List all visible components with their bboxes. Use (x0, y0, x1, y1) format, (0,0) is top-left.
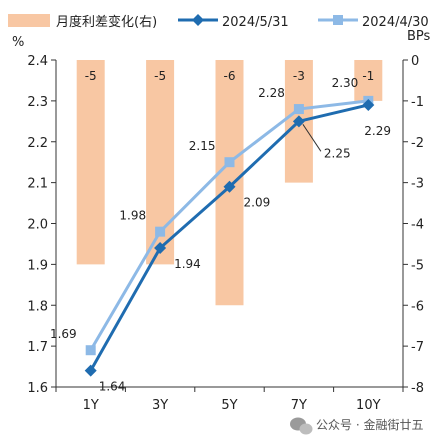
x-tick-label-5Y: 5Y (221, 398, 237, 413)
axes: 1.61.71.81.92.02.12.22.32.4-8-7-6-5-4-3-… (27, 54, 424, 413)
bar-1Y (76, 60, 105, 265)
right-tick-label: -1 (411, 95, 424, 110)
left-tick-label: 2.1 (27, 177, 48, 192)
legend-bar-swatch (8, 14, 50, 27)
series-2-label: 2.15 (189, 139, 216, 153)
series-2-label: 2.30 (332, 76, 359, 90)
series-1-label: 2.29 (364, 124, 391, 138)
bar-label-5Y: -6 (224, 69, 236, 83)
bar-label-7Y: -3 (293, 69, 305, 83)
left-tick-label: 2.2 (27, 136, 48, 151)
series-point (292, 115, 305, 128)
left-tick-label: 1.8 (27, 299, 48, 314)
wechat-icon (290, 417, 313, 435)
bar-label-3Y: -5 (154, 69, 166, 83)
series-point (155, 226, 166, 237)
series-point (84, 364, 97, 377)
left-tick-label: 2.4 (27, 54, 48, 69)
left-tick-label: 1.7 (27, 340, 48, 355)
x-tick-label-10Y: 10Y (356, 398, 381, 413)
series-1-label: 1.64 (99, 380, 126, 394)
right-tick-label: -4 (411, 218, 424, 233)
right-tick-label: -5 (411, 258, 424, 273)
right-axis-unit: BPs (407, 29, 431, 44)
label-leader (302, 124, 322, 152)
right-tick-label: -2 (411, 136, 424, 151)
series-2-label: 1.98 (119, 209, 146, 223)
left-tick-label: 2.3 (27, 95, 48, 110)
right-tick-label: -6 (411, 299, 424, 314)
line-series (84, 95, 375, 377)
x-tick-label-3Y: 3Y (152, 398, 168, 413)
left-axis-unit: % (12, 35, 24, 50)
legend-series-2-marker (333, 15, 343, 25)
series-1-label: 2.09 (244, 196, 271, 210)
left-tick-label: 1.6 (27, 381, 48, 396)
legend-series-1-marker (192, 14, 204, 26)
data-labels: -5 -5 -6 -3 -1 1.69 1.98 2.15 2.28 2.30 1.64 1.94 2.… (50, 69, 391, 394)
series-point (293, 104, 304, 115)
series-point (85, 345, 96, 356)
series-point (223, 180, 236, 193)
left-tick-label: 1.9 (27, 258, 48, 273)
series-1-label: 2.25 (324, 146, 351, 160)
x-tick-label-1Y: 1Y (83, 398, 99, 413)
series-2-label: 1.69 (50, 327, 77, 341)
series-2-label: 2.28 (258, 86, 285, 100)
left-tick-label: 2.0 (27, 218, 48, 233)
series-point (224, 157, 235, 168)
x-tick-label-7Y: 7Y (291, 398, 307, 413)
right-tick-label: -7 (411, 340, 424, 355)
bar-label-1Y: -5 (85, 69, 97, 83)
right-tick-label: 0 (411, 54, 419, 69)
series-1-label: 1.94 (174, 257, 201, 271)
watermark: 公众号 · 金融街廿五 (290, 417, 423, 435)
bar-label-10Y: -1 (362, 69, 374, 83)
legend: 月度利差变化(右) 2024/5/31 2024/4/30 (8, 14, 429, 30)
series-point (154, 242, 167, 255)
bar-10Y (354, 60, 383, 101)
watermark-text: 公众号 · 金融街廿五 (316, 417, 423, 432)
series-point (362, 98, 375, 111)
right-tick-label: -8 (411, 381, 424, 396)
right-tick-label: -3 (411, 177, 424, 192)
legend-series-2-label: 2024/4/30 (362, 15, 429, 30)
legend-series-1-label: 2024/5/31 (222, 15, 289, 30)
legend-bar-label: 月度利差变化(右) (56, 14, 157, 30)
